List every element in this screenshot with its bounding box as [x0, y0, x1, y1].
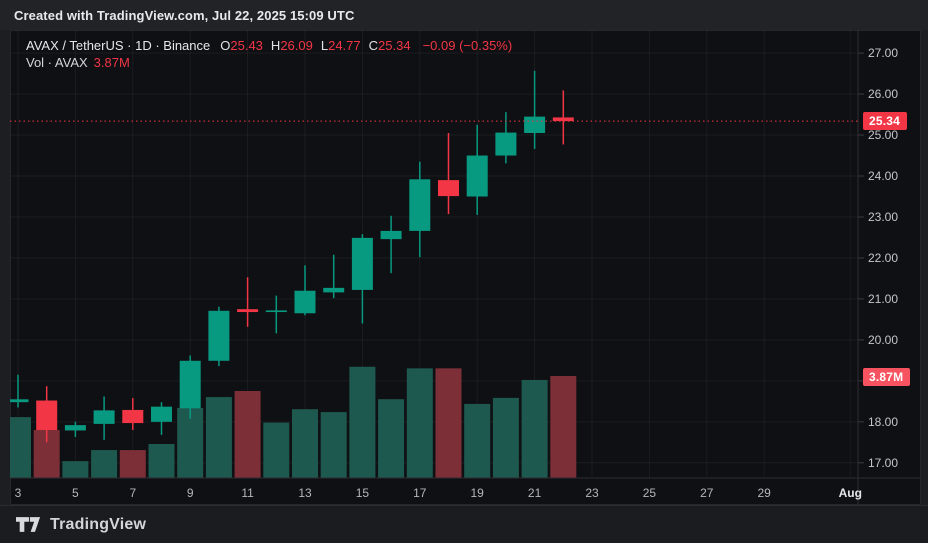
volume-bar — [320, 412, 347, 478]
volume-bar — [119, 450, 146, 478]
candle-body — [351, 237, 373, 290]
high-label: H — [270, 38, 281, 53]
candle-body — [524, 116, 546, 134]
candle-body — [294, 290, 316, 314]
candle-body — [151, 406, 172, 422]
candle-body — [466, 155, 488, 197]
change-value: −0.09 (−0.35%) — [422, 38, 513, 53]
low-field: L24.77 — [321, 37, 361, 54]
candle-body — [552, 117, 574, 122]
volume-bar — [550, 375, 577, 478]
volume-bar — [435, 368, 462, 478]
candle-body — [10, 399, 29, 403]
volume-bar — [292, 409, 318, 478]
volume-bar — [234, 391, 261, 478]
high-field: H26.09 — [271, 37, 313, 54]
tradingview-wordmark[interactable]: TradingView — [50, 515, 147, 533]
candle-body — [495, 132, 517, 156]
candle-body — [64, 425, 86, 431]
volume-bar — [148, 443, 175, 478]
open-label: O — [220, 38, 231, 53]
candle-body — [380, 230, 402, 240]
volume-bar — [263, 422, 290, 478]
candle-body — [265, 310, 287, 313]
attribution-text: Created with TradingView.com, Jul 22, 20… — [14, 7, 355, 23]
candle-body — [208, 310, 230, 361]
close-label: C — [368, 38, 379, 53]
volume-bar — [91, 450, 118, 478]
volume-bar — [349, 366, 376, 478]
volume-label: Vol · AVAX — [26, 55, 88, 70]
candle-body — [93, 410, 115, 424]
volume-bar — [10, 417, 31, 478]
tradingview-logo-icon[interactable] — [16, 516, 41, 533]
close-field: C25.34 — [369, 37, 411, 54]
volume-bar — [205, 397, 232, 478]
chart-legend: AVAX / TetherUS · 1D · Binance O25.43 H2… — [26, 37, 512, 71]
volume-bar — [521, 379, 548, 478]
candle-body — [438, 180, 459, 197]
candle-body — [36, 400, 58, 431]
pane-group — [10, 30, 858, 478]
last-price-badge: 25.34 — [863, 112, 908, 131]
symbol-row: AVAX / TetherUS · 1D · Binance O25.43 H2… — [26, 37, 512, 54]
volume-bar — [177, 407, 204, 478]
candle-body — [237, 309, 259, 313]
symbol-title[interactable]: AVAX / TetherUS · 1D · Binance — [26, 38, 211, 53]
last-volume-badge: 3.87M — [863, 367, 911, 386]
candle-body — [323, 287, 345, 293]
candle-body — [179, 360, 201, 409]
low-value: 24.77 — [328, 38, 361, 53]
volume-bar — [492, 397, 519, 478]
open-field: O25.43 — [220, 37, 263, 54]
open-value: 25.43 — [230, 38, 263, 53]
volume-bar — [464, 403, 491, 478]
candle-body — [409, 179, 431, 231]
footer-bar: TradingView — [0, 505, 928, 543]
volume-bar — [378, 399, 405, 478]
volume-value: 3.87M — [93, 55, 130, 70]
close-value: 25.34 — [378, 38, 411, 53]
high-value: 26.09 — [280, 38, 313, 53]
volume-bar — [406, 368, 433, 478]
volume-bar — [62, 461, 89, 478]
top-bar: Created with TradingView.com, Jul 22, 20… — [0, 0, 928, 30]
low-label: L — [320, 38, 329, 53]
volume-row: Vol · AVAX 3.87M — [26, 54, 512, 71]
candle-body — [122, 409, 144, 424]
